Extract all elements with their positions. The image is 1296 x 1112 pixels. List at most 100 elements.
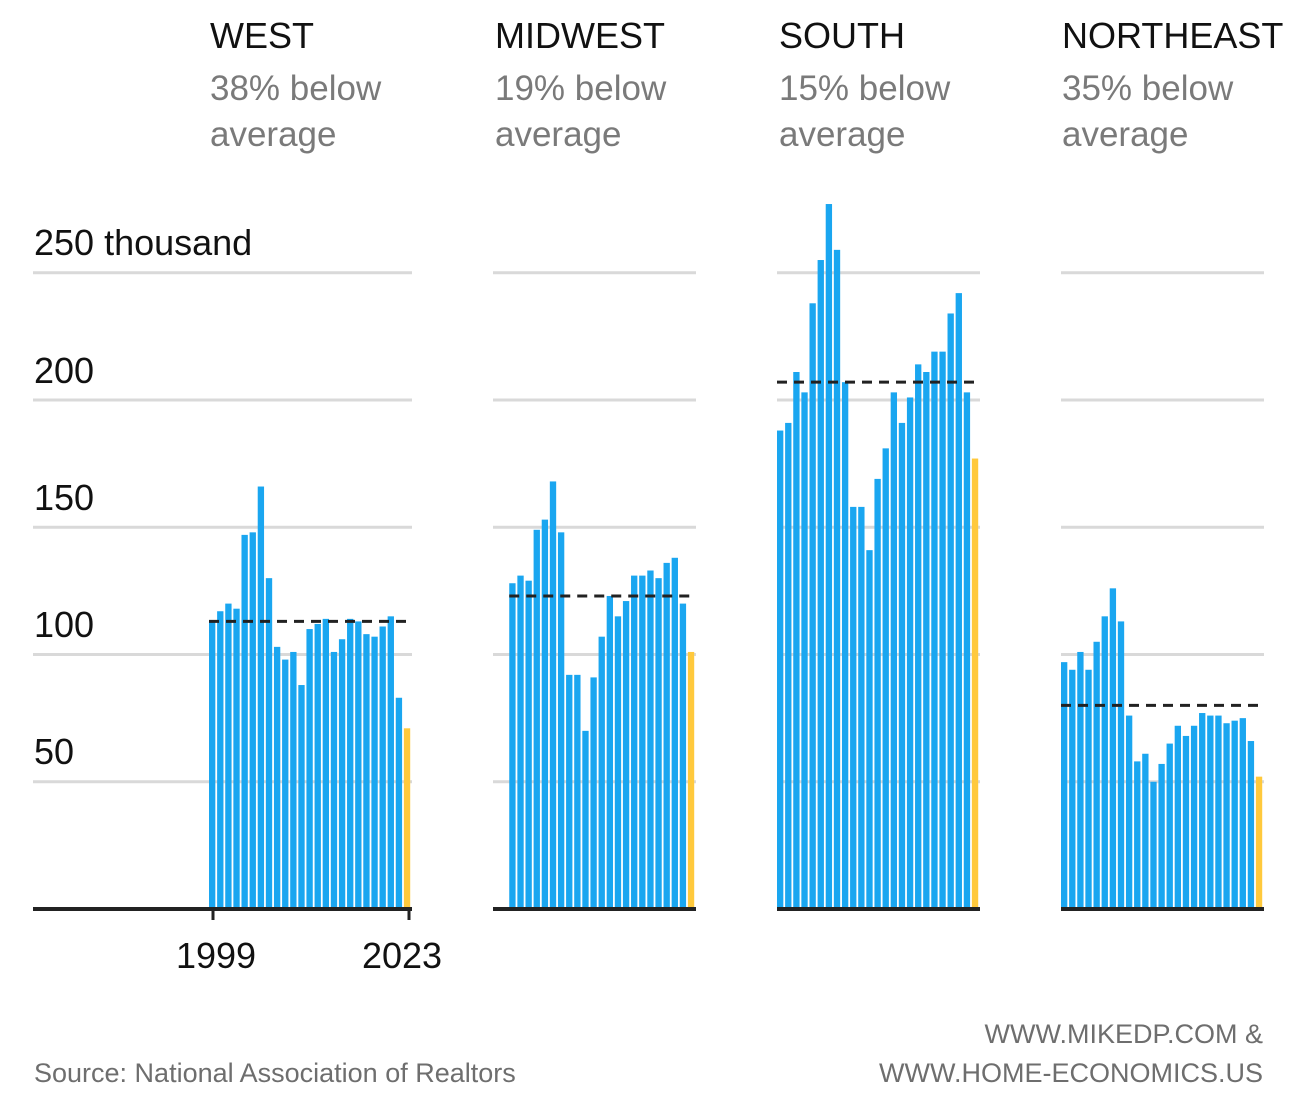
bar-2023-highlight [971,458,979,909]
bar [1077,651,1084,909]
bar [915,364,922,909]
bar [217,611,224,909]
bar [566,674,573,909]
y-tick-label: 250 thousand [34,222,252,263]
bar [890,392,898,909]
x-tick-label: 2023 [362,935,442,976]
panel-northeast-header: NORTHEAST 35% below average [1062,15,1283,154]
bar [314,623,321,909]
panel-south-header: SOUTH 15% below average [779,15,951,154]
bar [606,595,614,909]
bar-2023-highlight [687,651,695,909]
panel-subtitle: average [495,115,621,154]
bar [614,616,622,910]
bar [1158,763,1165,909]
average-lines [209,380,1264,707]
bar [347,618,354,909]
bar [1109,588,1117,909]
bar [1150,781,1157,909]
bar [273,646,281,909]
bar [363,634,370,909]
bar [257,486,265,909]
bar [225,603,232,909]
bar [525,580,532,909]
bars [209,204,1263,910]
bar [947,313,954,910]
bar-2023-highlight [403,728,411,909]
panel-title: SOUTH [779,15,905,56]
bar [825,204,833,909]
bar [809,303,816,909]
bar [1190,725,1198,909]
bar [785,422,792,909]
bar [923,372,930,909]
bar [655,578,662,909]
source-note: Source: National Association of Realtors [34,1058,516,1088]
bar [850,506,857,909]
bar [1207,715,1214,909]
bar [265,578,273,909]
panel-subtitle: 19% below [495,69,667,108]
bar [582,730,589,909]
bar [355,621,362,909]
bar [858,506,865,909]
bar [533,529,540,909]
bar [209,621,216,909]
bar [931,351,938,909]
bar [574,674,581,909]
bar [1093,641,1100,909]
panel-title: NORTHEAST [1062,15,1283,56]
bar [1101,616,1108,910]
bar [233,608,240,909]
bar [298,685,305,909]
panel-subtitle: 15% below [779,69,951,108]
bar [1231,720,1238,909]
bar [1199,713,1206,909]
y-tick-label: 200 [34,350,94,391]
bar [1223,723,1230,909]
bar [622,601,630,909]
bar [517,575,524,909]
bar [1247,741,1255,909]
bar [249,532,256,909]
bar [306,629,313,909]
bar [387,616,394,910]
bar [1117,621,1125,909]
bar [290,651,297,909]
bar [241,534,248,909]
y-axis-labels: 50 100 150 200 250 thousand [34,222,252,772]
bar [793,372,800,909]
y-tick-label: 100 [34,604,94,645]
x-axis-labels: 1999 2023 [176,910,442,976]
bar [679,603,687,909]
y-tick-label: 50 [34,731,74,772]
bar [1174,725,1182,909]
bar [1182,735,1190,909]
panel-subtitle: average [779,115,905,154]
y-tick-label: 150 [34,477,94,518]
bar-2023-highlight [1255,776,1263,909]
bar [1134,761,1141,909]
bar [1166,743,1173,909]
bar [955,293,962,909]
bar [1215,715,1222,909]
bar [371,636,378,909]
bar [817,260,824,909]
bar [395,697,403,909]
bar [963,392,971,909]
bar [801,392,808,909]
bar [671,557,678,909]
panel-subtitle: average [210,115,336,154]
bar [509,583,516,909]
bar [322,618,330,909]
bar [663,562,670,909]
bar [590,677,597,909]
bar [882,448,889,909]
bar [330,651,338,909]
bar [898,422,906,909]
bar [631,575,638,909]
bar [338,639,346,909]
bar [1085,669,1092,909]
bar [866,550,873,909]
